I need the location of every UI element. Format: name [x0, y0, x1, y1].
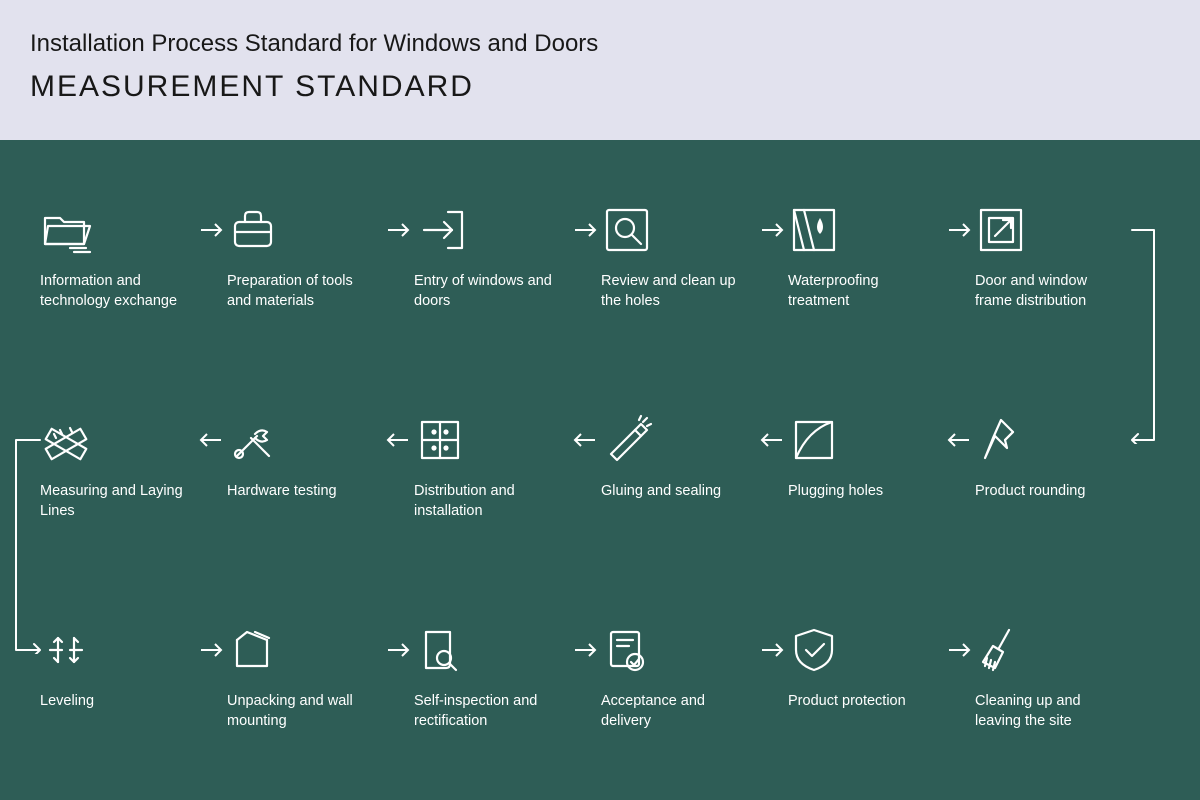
arrow-left-icon	[195, 410, 227, 470]
frame-arrow-icon	[975, 200, 1027, 260]
arrow-right-icon	[382, 200, 414, 260]
flow-step: Entry of windows and doors	[414, 200, 569, 311]
flow-step: Preparation of tools and materials	[227, 200, 382, 311]
page-title: Installation Process Standard for Window…	[30, 30, 1170, 58]
leveling-icon	[40, 620, 92, 680]
arrow-right-icon	[569, 200, 601, 260]
page-subtitle: MEASUREMENT STANDARD	[30, 70, 1170, 104]
arrow-right-icon	[382, 620, 414, 680]
flow-row-1: Information and technology exchange Prepa…	[40, 200, 1160, 311]
flow-step-label: Hardware testing	[227, 482, 337, 502]
flow-step: Acceptance and delivery	[601, 620, 756, 731]
entry-door-icon	[414, 200, 466, 260]
flow-step: Cleaning up and leaving the site	[975, 620, 1130, 731]
flow-step: Measuring and Laying Lines	[40, 410, 195, 521]
flow-step-label: Self-inspection and rectification	[414, 692, 564, 731]
flow-step-label: Information and technology exchange	[40, 272, 190, 311]
arrow-left-icon	[382, 410, 414, 470]
tools-icon	[227, 410, 279, 470]
flow-step-label: Entry of windows and doors	[414, 272, 564, 311]
arrow-right-icon	[943, 620, 975, 680]
flow-step: Hardware testing	[227, 410, 382, 502]
flow-step-label: Distribution and installation	[414, 482, 564, 521]
flow-step-label: Cleaning up and leaving the site	[975, 692, 1125, 731]
header: Installation Process Standard for Window…	[0, 0, 1200, 140]
flow-step-label: Leveling	[40, 692, 94, 712]
broom-icon	[975, 620, 1027, 680]
unpack-icon	[227, 620, 279, 680]
arrow-left-icon	[943, 410, 975, 470]
arrow-right-icon	[756, 620, 788, 680]
flow-step-label: Acceptance and delivery	[601, 692, 751, 731]
waterproof-icon	[788, 200, 840, 260]
arrow-right-icon	[756, 200, 788, 260]
flow-step: Waterproofing treatment	[788, 200, 943, 311]
plug-square-icon	[788, 410, 840, 470]
flow-step-label: Preparation of tools and materials	[227, 272, 377, 311]
flow-step-label: Product rounding	[975, 482, 1085, 502]
magnify-square-icon	[601, 200, 653, 260]
arrow-left-icon	[756, 410, 788, 470]
flow-step-label: Unpacking and wall mounting	[227, 692, 377, 731]
flow-step-label: Measuring and Laying Lines	[40, 482, 190, 521]
ruler-cross-icon	[40, 410, 92, 470]
arrow-right-icon	[195, 620, 227, 680]
flow-step: Self-inspection and rectification	[414, 620, 569, 731]
arrow-right-icon	[943, 200, 975, 260]
flow-step: Unpacking and wall mounting	[227, 620, 382, 731]
flow-connector-left	[10, 436, 44, 654]
cabinet-icon	[414, 410, 466, 470]
flow-row-2: Measuring and Laying Lines Hardware testi…	[40, 410, 1160, 521]
flow-step: Leveling	[40, 620, 195, 712]
flow-step: Door and window frame distribution	[975, 200, 1130, 311]
flow-step-label: Product protection	[788, 692, 906, 712]
inspect-doc-icon	[414, 620, 466, 680]
pin-icon	[975, 410, 1027, 470]
flow-step: Product rounding	[975, 410, 1130, 502]
flow-step: Gluing and sealing	[601, 410, 756, 502]
flow-step-label: Review and clean up the holes	[601, 272, 751, 311]
flow-step: Product protection	[788, 620, 943, 712]
folder-icon	[40, 200, 92, 260]
shield-check-icon	[788, 620, 840, 680]
glue-icon	[601, 410, 653, 470]
flow-step: Review and clean up the holes	[601, 200, 756, 311]
flow-step: Information and technology exchange	[40, 200, 195, 311]
flow-step-label: Plugging holes	[788, 482, 883, 502]
flow-step: Plugging holes	[788, 410, 943, 502]
flow-step: Distribution and installation	[414, 410, 569, 521]
flow-area: Information and technology exchange Prepa…	[0, 140, 1200, 800]
flow-step-label: Gluing and sealing	[601, 482, 721, 502]
arrow-right-icon	[195, 200, 227, 260]
flow-step-label: Door and window frame distribution	[975, 272, 1125, 311]
arrow-left-icon	[569, 410, 601, 470]
accept-doc-icon	[601, 620, 653, 680]
flow-connector-right	[1130, 226, 1160, 444]
flow-step-label: Waterproofing treatment	[788, 272, 938, 311]
briefcase-icon	[227, 200, 279, 260]
flow-row-3: Leveling Unpacking and wall mounting Self-…	[40, 620, 1160, 731]
arrow-right-icon	[569, 620, 601, 680]
